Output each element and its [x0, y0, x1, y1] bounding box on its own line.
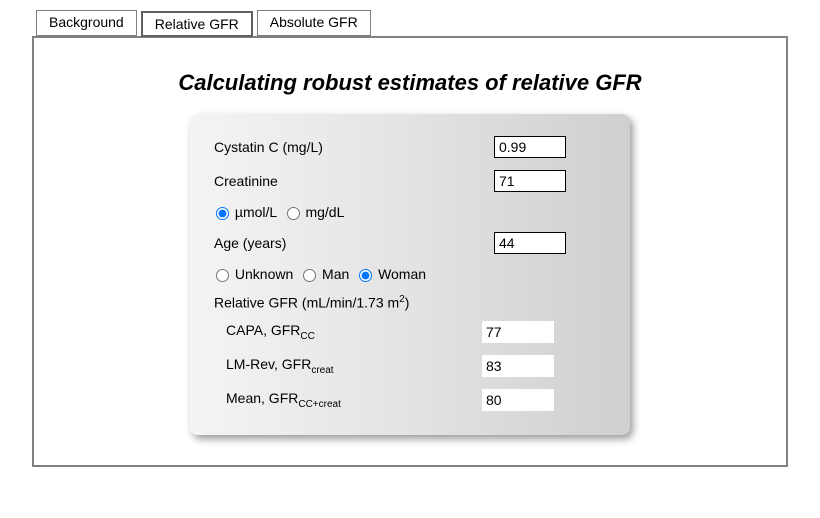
sex-unknown-label: Unknown — [235, 266, 293, 282]
page-title: Calculating robust estimates of relative… — [34, 70, 786, 96]
result-mean-label: Mean, GFRCC+creat — [214, 390, 482, 410]
sex-man-label: Man — [322, 266, 349, 282]
result-capa-value: 77 — [482, 321, 554, 343]
result-capa-label: CAPA, GFRCC — [214, 322, 482, 342]
sex-radios: Unknown Man Woman — [214, 266, 606, 282]
sex-woman-option[interactable]: Woman — [357, 266, 426, 282]
creatinine-input[interactable] — [494, 170, 566, 192]
sex-man-option[interactable]: Man — [301, 266, 353, 282]
age-input[interactable] — [494, 232, 566, 254]
tab-relative-gfr[interactable]: Relative GFR — [141, 11, 253, 37]
tab-bar: Background Relative GFR Absolute GFR — [32, 10, 788, 36]
sex-unknown-radio[interactable] — [216, 269, 229, 282]
unit-mgdl-label: mg/dL — [305, 204, 344, 220]
cystatin-label: Cystatin C (mg/L) — [214, 139, 494, 155]
unit-mgdl-option[interactable]: mg/dL — [285, 204, 345, 220]
cystatin-input[interactable] — [494, 136, 566, 158]
unit-umol-label: µmol/L — [235, 204, 277, 220]
result-lmrev-value: 83 — [482, 355, 554, 377]
unit-mgdl-radio[interactable] — [287, 207, 300, 220]
panel-relative-gfr: Calculating robust estimates of relative… — [32, 36, 788, 467]
results-header: Relative GFR (mL/min/1.73 m2) — [214, 294, 606, 311]
creatinine-label: Creatinine — [214, 173, 494, 189]
tab-absolute-gfr[interactable]: Absolute GFR — [257, 10, 371, 36]
result-lmrev-label: LM-Rev, GFRcreat — [214, 356, 482, 376]
sex-unknown-option[interactable]: Unknown — [214, 266, 297, 282]
sex-woman-radio[interactable] — [359, 269, 372, 282]
result-mean-value: 80 — [482, 389, 554, 411]
tab-background[interactable]: Background — [36, 10, 137, 36]
unit-umol-option[interactable]: µmol/L — [214, 204, 281, 220]
creatinine-unit-radios: µmol/L mg/dL — [214, 204, 606, 220]
sex-man-radio[interactable] — [303, 269, 316, 282]
age-label: Age (years) — [214, 235, 494, 251]
unit-umol-radio[interactable] — [216, 207, 229, 220]
calculator-card: Cystatin C (mg/L) Creatinine µmol/L mg/d… — [190, 114, 630, 435]
sex-woman-label: Woman — [378, 266, 426, 282]
